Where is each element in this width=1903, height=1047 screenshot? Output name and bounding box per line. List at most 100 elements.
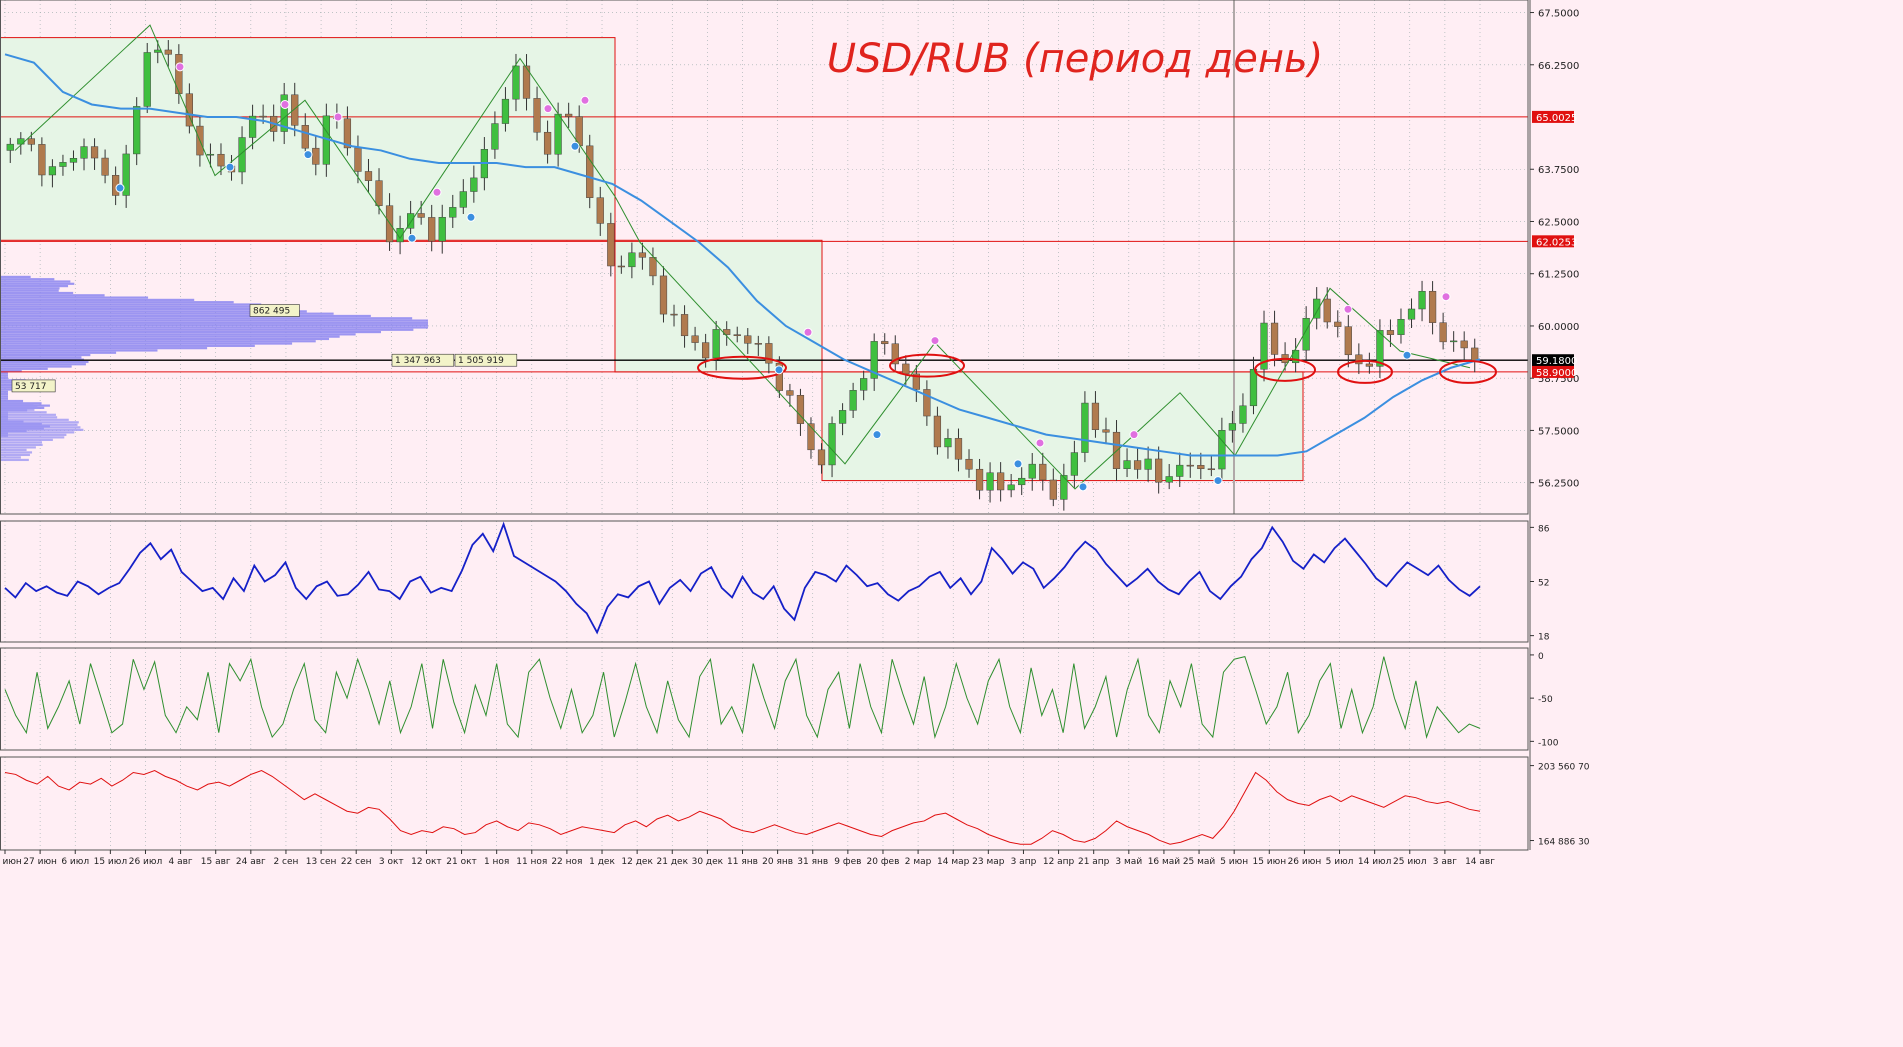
price-panel: 862 495 1 347 963 1 505 919 53 717 USD/RUB … xyxy=(0,0,1528,514)
volume-bar xyxy=(0,370,22,373)
indicator-line xyxy=(4,656,1481,739)
candle-down xyxy=(607,223,615,267)
candle-down xyxy=(638,252,647,258)
fractal-marker xyxy=(1013,459,1023,469)
volume-bar xyxy=(0,342,293,345)
support-ellipse xyxy=(1337,359,1393,384)
candle-up xyxy=(1292,349,1300,364)
axis-tick-label: 60.0000 xyxy=(1538,322,1579,333)
candle-up xyxy=(1249,369,1258,407)
candle-down xyxy=(38,144,46,176)
volume-bar xyxy=(0,335,340,338)
volume-bar xyxy=(0,418,69,421)
time-tick-label: 14 июл xyxy=(1358,857,1392,867)
axis-tick-label: 164 886 30 xyxy=(1538,838,1590,848)
vertical-marker xyxy=(1233,0,1235,514)
candle-down xyxy=(364,171,373,181)
candle-up xyxy=(122,153,130,196)
fractal-marker xyxy=(570,141,580,151)
zigzag-line xyxy=(14,24,1471,490)
time-tick-label: 14 авг xyxy=(1465,857,1495,867)
time-tick-label: 20 янв xyxy=(762,857,793,867)
axis-tick-label: 66.2500 xyxy=(1538,61,1579,72)
volume-bar xyxy=(0,351,117,354)
volume-bar xyxy=(0,421,79,424)
fractal-marker xyxy=(580,95,590,105)
fractal-marker xyxy=(1343,304,1353,314)
time-tick-label: 21 апр xyxy=(1078,857,1110,867)
candle-up xyxy=(491,123,499,150)
candle-down xyxy=(744,335,752,344)
axis-tick-label: 58.7500 xyxy=(1538,374,1579,385)
price-label: 58.9000 xyxy=(1536,368,1577,379)
candle-up xyxy=(986,472,994,491)
support-ellipses xyxy=(697,353,1497,384)
candle-up xyxy=(1313,298,1321,319)
candle-up xyxy=(1081,402,1089,453)
volume-bar xyxy=(0,303,262,306)
candle-up xyxy=(1165,476,1173,483)
axis-tick-label: -50 xyxy=(1538,695,1553,705)
candle-down xyxy=(912,373,920,390)
candle-up xyxy=(860,378,868,391)
candle-up xyxy=(1260,322,1268,370)
candle-up xyxy=(59,162,67,167)
fractal-marker xyxy=(115,183,125,193)
volume-bar xyxy=(0,333,356,336)
indicator-panel-2: 0 -50 -100 xyxy=(4,652,1559,748)
price-label: 62.0253 xyxy=(1536,237,1577,248)
axis-tick-label: 67.5000 xyxy=(1538,9,1579,20)
volume-bar xyxy=(0,441,42,444)
time-tick-label: 2 сен xyxy=(273,857,298,867)
volume-bar xyxy=(0,456,21,459)
volume-bar xyxy=(0,319,428,322)
time-tick-label: 22 ноя xyxy=(551,857,582,867)
price-label-box xyxy=(1532,110,1574,123)
candle-down xyxy=(27,138,35,145)
candle-up xyxy=(1302,317,1310,351)
fractal-marker xyxy=(1129,430,1139,440)
candle-down xyxy=(796,395,805,424)
volume-bar xyxy=(0,294,105,297)
time-tick-label: 14 мар xyxy=(937,857,970,867)
price-label-box xyxy=(1532,365,1574,378)
candle-down xyxy=(1323,298,1331,323)
time-tick-label: 26 июл xyxy=(129,857,163,867)
volume-profile-labels: 862 495 1 347 963 1 505 919 53 717 xyxy=(11,304,518,393)
volume-bar xyxy=(0,363,86,366)
candle-up xyxy=(1407,308,1416,320)
volume-bar xyxy=(0,301,234,304)
volume-bar xyxy=(0,278,55,281)
fractal-marker xyxy=(333,112,343,122)
volume-bar xyxy=(0,399,24,403)
panel-frame xyxy=(0,756,1529,851)
candle-down xyxy=(1091,402,1100,430)
volume-bar xyxy=(0,458,29,462)
candle-down xyxy=(1186,464,1194,467)
volume-bar xyxy=(0,291,74,295)
volume-bar xyxy=(0,305,278,308)
fractal-marker xyxy=(1035,438,1045,448)
time-tick-label: 9 фев xyxy=(834,857,861,867)
volume-bar xyxy=(0,284,69,288)
axis-tick-label: 56.2500 xyxy=(1538,479,1579,490)
candle-down xyxy=(533,98,541,133)
volume-bar xyxy=(0,413,56,416)
candle-up xyxy=(6,143,14,151)
candle-down xyxy=(765,343,773,364)
fractal-marker xyxy=(1402,350,1412,360)
candle-down xyxy=(586,145,594,198)
candle-down xyxy=(164,49,172,55)
candle-down xyxy=(185,93,193,127)
candle-down xyxy=(1207,468,1215,471)
candle-down xyxy=(733,334,741,336)
candle-down xyxy=(543,131,552,155)
fractal-marker xyxy=(1441,292,1451,302)
fractal-marker xyxy=(543,104,553,114)
candlesticks xyxy=(6,40,1479,511)
fractal-marker xyxy=(303,150,313,160)
candle-down xyxy=(1460,340,1468,349)
time-tick-label: 30 дек xyxy=(692,857,724,867)
price-label: 65.0025 xyxy=(1536,113,1577,124)
